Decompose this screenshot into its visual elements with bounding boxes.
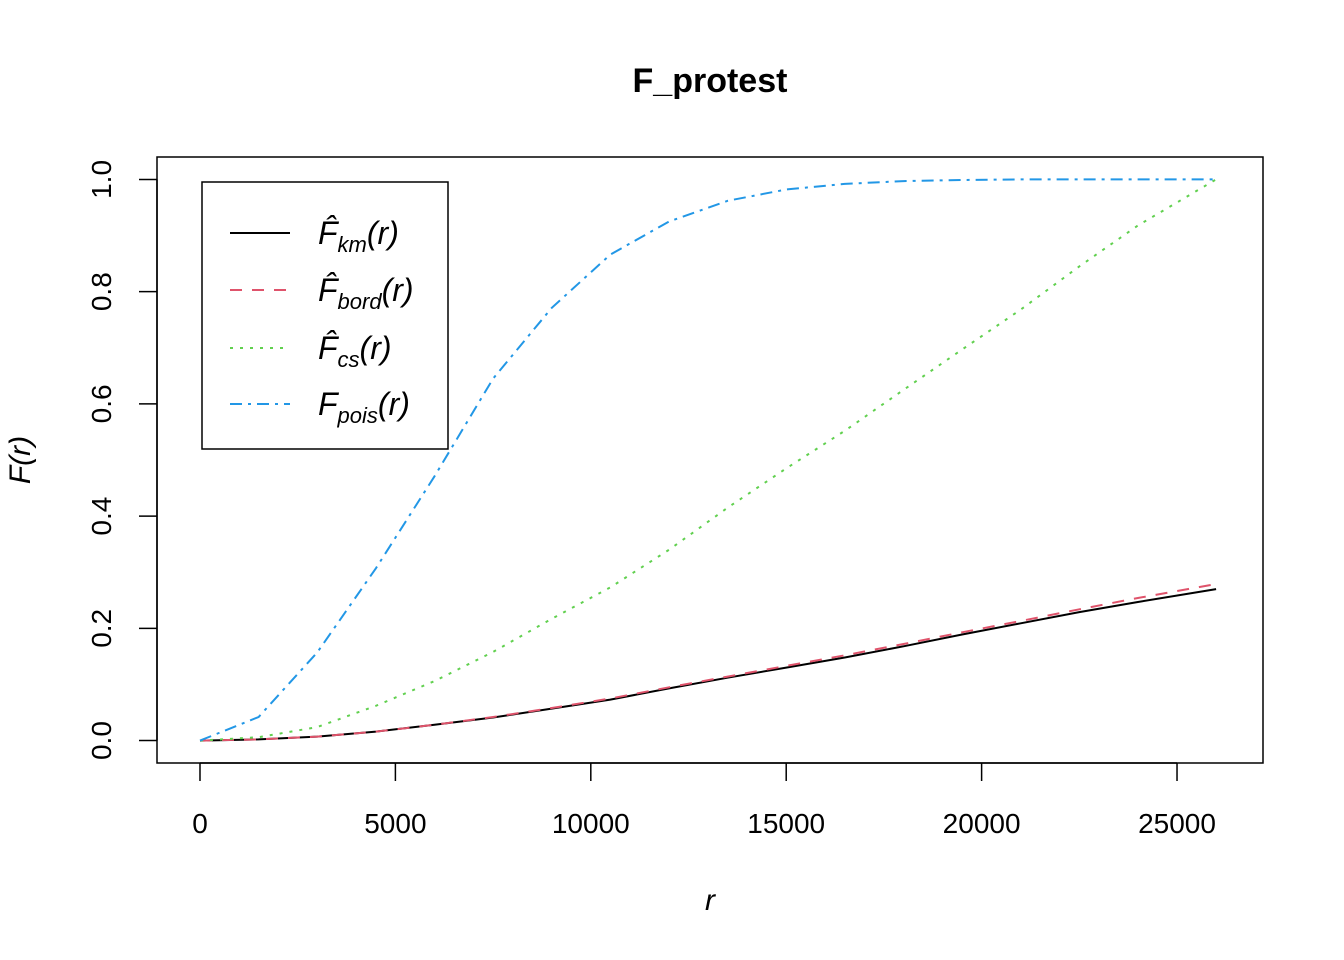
x-axis-label: r [705,884,716,917]
legend: F̂km(r) F̂bord(r) F̂cs(r) Fpois(r) [201,181,449,450]
x-tick-label: 10000 [552,808,630,839]
legend-label-bord: F̂bord(r) [318,272,414,314]
y-tick-label: 0.2 [86,609,117,648]
legend-box [201,181,449,450]
y-axis-label: F(r) [4,436,37,484]
legend-label-cs: F̂cs(r) [318,330,392,372]
series-line-km [199,588,1217,742]
x-axis: 0 5000 10000 15000 20000 25000 [192,762,1216,839]
y-tick-label: 0.8 [86,272,117,311]
series-layer [199,178,1217,742]
x-tick-label: 5000 [364,808,426,839]
legend-label-km: F̂km(r) [318,215,399,257]
x-tick-label: 20000 [943,808,1021,839]
series-line-bord [199,583,1217,742]
series-line-cs [199,178,1217,742]
y-tick-label: 0.4 [86,497,117,536]
chart-title: F_protest [633,62,788,100]
y-axis: 0.0 0.2 0.4 0.6 0.8 1.0 [86,160,158,760]
y-tick-label: 0.0 [86,721,117,760]
legend-label-pois: Fpois(r) [318,386,410,428]
x-tick-label: 0 [192,808,208,839]
y-tick-label: 1.0 [86,160,117,199]
y-tick-label: 0.6 [86,384,117,423]
x-tick-label: 15000 [747,808,825,839]
x-tick-label: 25000 [1138,808,1216,839]
series-line-pois [199,178,1217,742]
